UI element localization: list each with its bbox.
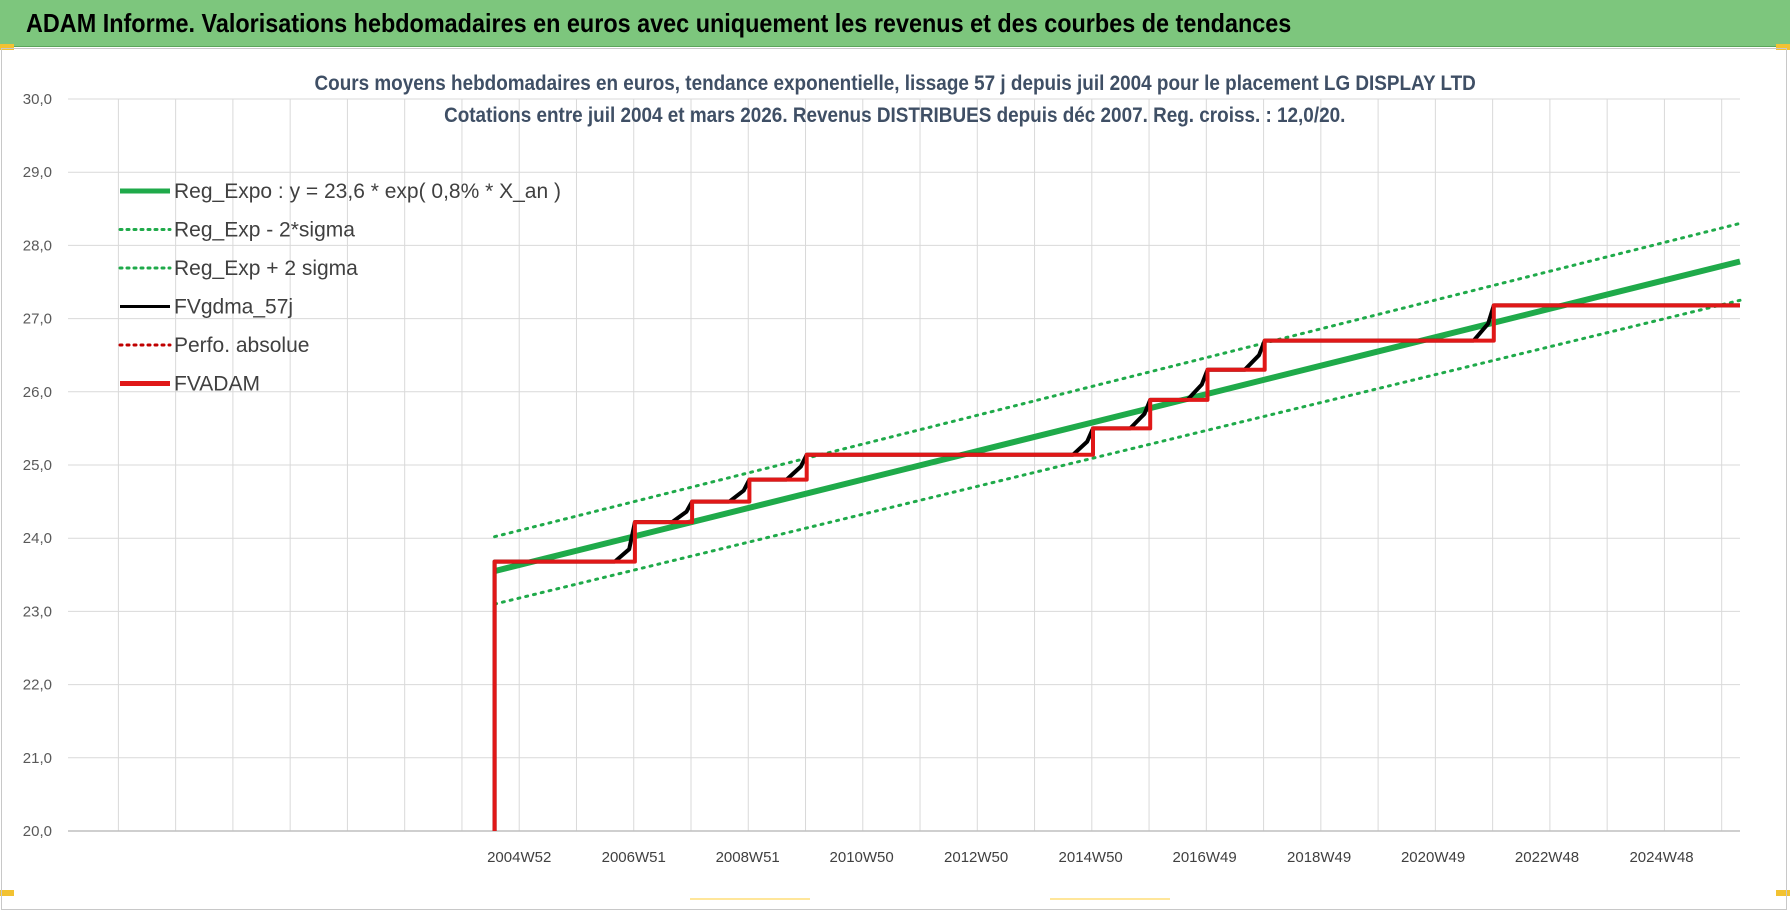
x-tick-label: 2018W49 — [1287, 849, 1351, 866]
legend-label: Reg_Expo : y = 23,6 * exp( 0,8% * X_an ) — [174, 180, 561, 203]
y-tick-label: 26,0 — [23, 384, 52, 401]
series-line-5 — [492, 303, 1740, 831]
bottom-mark — [690, 898, 810, 900]
corner-mark — [0, 890, 14, 896]
y-tick-label: 28,0 — [23, 237, 52, 254]
x-tick-label: 2010W50 — [830, 849, 894, 866]
series-line-0 — [493, 258, 1741, 575]
legend: Reg_Expo : y = 23,6 * exp( 0,8% * X_an )… — [118, 180, 561, 396]
y-tick-label: 20,0 — [23, 823, 52, 840]
x-tick-label: 2022W48 — [1515, 849, 1579, 866]
bottom-mark — [1050, 898, 1170, 900]
chart-title-text: Cours moyens hebdomadaires en euros, ten… — [314, 72, 1476, 95]
report-title: ADAM Informe. Valorisations hebdomadaire… — [26, 8, 1292, 38]
series-line-1 — [493, 298, 1742, 606]
legend-label: Perfo. absolue — [174, 334, 309, 357]
legend-label: FVADAM — [174, 373, 260, 396]
chart-title: Cours moyens hebdomadaires en euros, ten… — [0, 72, 1790, 96]
y-tick-label: 22,0 — [23, 677, 52, 694]
y-tick-label: 25,0 — [23, 457, 52, 474]
y-tick-label: 21,0 — [23, 750, 52, 767]
legend-label: FVgdma_57j — [174, 296, 293, 319]
chart-subtitle: Cotations entre juil 2004 et mars 2026. … — [0, 104, 1790, 128]
x-tick-label: 2012W50 — [944, 849, 1008, 866]
chart-subtitle-text: Cotations entre juil 2004 et mars 2026. … — [444, 104, 1346, 127]
series-line-3 — [492, 303, 1740, 831]
corner-mark — [0, 44, 14, 50]
series-line-2 — [493, 221, 1742, 539]
chart-frame — [1, 48, 1787, 910]
corner-mark — [1776, 44, 1790, 50]
y-tick-label: 24,0 — [23, 530, 52, 547]
corner-mark — [1776, 890, 1790, 896]
report-header: ADAM Informe. Valorisations hebdomadaire… — [0, 0, 1790, 47]
series-layer — [492, 221, 1742, 831]
x-tick-label: 2024W48 — [1629, 849, 1693, 866]
y-tick-label: 30,0 — [23, 91, 52, 108]
grid — [68, 98, 1740, 832]
x-tick-label: 2014W50 — [1059, 849, 1123, 866]
y-tick-label: 23,0 — [23, 603, 52, 620]
y-tick-label: 29,0 — [23, 164, 52, 181]
y-tick-label: 27,0 — [23, 311, 52, 328]
x-tick-label: 2016W49 — [1173, 849, 1237, 866]
legend-label: Reg_Exp + 2 sigma — [174, 257, 358, 280]
x-tick-label: 2008W51 — [716, 849, 780, 866]
x-tick-label: 2006W51 — [602, 849, 666, 866]
x-tick-label: 2004W52 — [487, 849, 551, 866]
legend-label: Reg_Exp - 2*sigma — [174, 219, 355, 242]
axis-ticks: 20,0 21,0 22,0 23,0 24,0 25,0 26,0 27,0 28,0 29,0… — [23, 91, 1694, 866]
x-tick-label: 2020W49 — [1401, 849, 1465, 866]
